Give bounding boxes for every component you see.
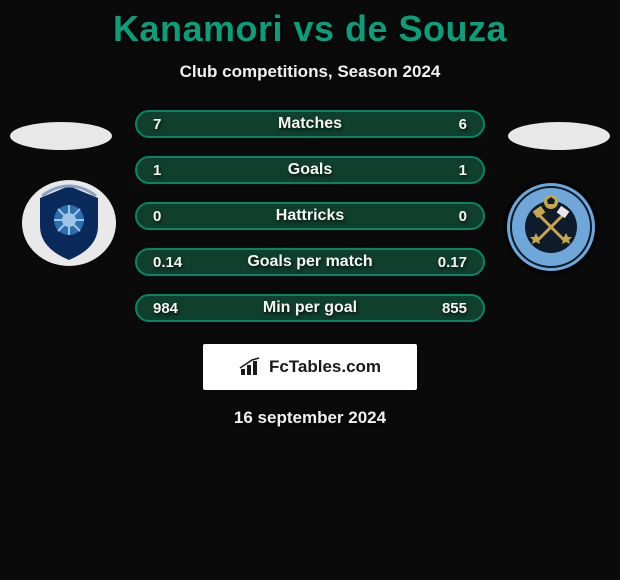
stat-label: Goals per match <box>247 253 372 271</box>
flag-left <box>10 122 112 150</box>
stat-label: Min per goal <box>263 299 357 317</box>
club-badge-left-icon <box>20 178 118 268</box>
page-title: Kanamori vs de Souza <box>0 0 620 50</box>
stat-right-value: 0.17 <box>438 254 467 271</box>
bar-chart-icon <box>239 357 263 377</box>
stat-label: Hattricks <box>276 207 344 225</box>
stat-bar: 0.14 Goals per match 0.17 <box>135 248 485 276</box>
stat-right-value: 1 <box>459 162 467 179</box>
stat-bar: 0 Hattricks 0 <box>135 202 485 230</box>
stat-bars: 7 Matches 6 1 Goals 1 0 Hattricks 0 0.14 Goals per… <box>135 110 485 322</box>
stat-left-value: 0 <box>153 208 161 225</box>
stat-right-value: 6 <box>459 116 467 133</box>
stat-right-value: 0 <box>459 208 467 225</box>
stat-right-value: 855 <box>442 300 467 317</box>
stat-left-value: 984 <box>153 300 178 317</box>
flag-right <box>508 122 610 150</box>
stat-label: Goals <box>288 161 332 179</box>
avispa-fukuoka-badge <box>20 178 118 268</box>
stat-bar: 1 Goals 1 <box>135 156 485 184</box>
jubilo-iwata-badge <box>502 182 600 272</box>
brand-box[interactable]: FcTables.com <box>203 344 417 390</box>
date-label: 16 september 2024 <box>0 408 620 428</box>
subtitle: Club competitions, Season 2024 <box>0 62 620 82</box>
stat-bar: 7 Matches 6 <box>135 110 485 138</box>
stat-label: Matches <box>278 115 342 133</box>
stat-left-value: 7 <box>153 116 161 133</box>
comparison-panel: 7 Matches 6 1 Goals 1 0 Hattricks 0 0.14 Goals per… <box>0 110 620 322</box>
stat-left-value: 0.14 <box>153 254 182 271</box>
brand-text: FcTables.com <box>269 357 381 377</box>
stat-left-value: 1 <box>153 162 161 179</box>
stat-bar: 984 Min per goal 855 <box>135 294 485 322</box>
club-badge-right-icon <box>502 178 600 276</box>
